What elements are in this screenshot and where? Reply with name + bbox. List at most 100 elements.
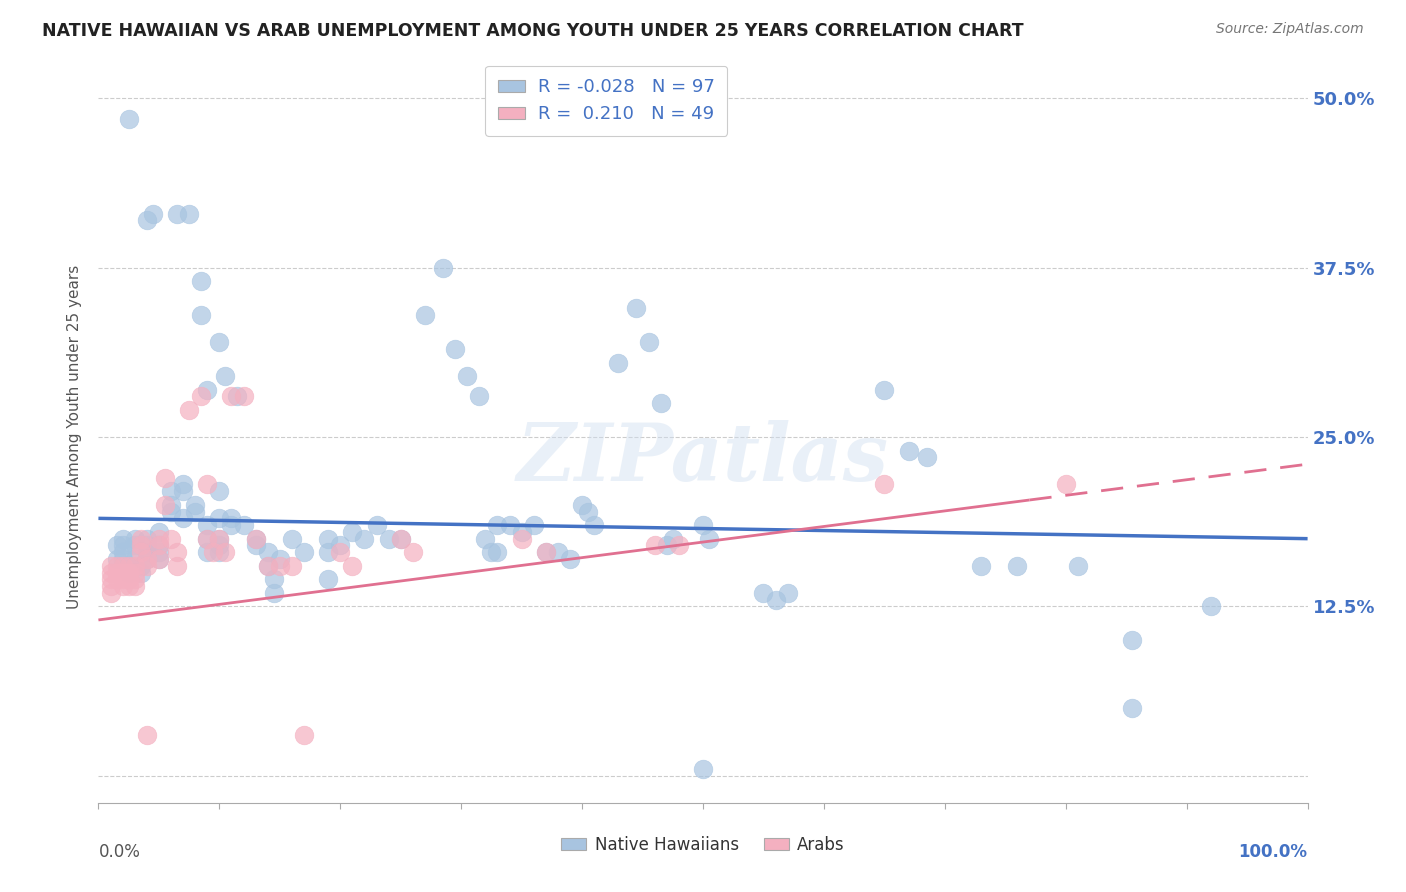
Point xyxy=(195,545,218,559)
Point xyxy=(208,335,231,350)
Point xyxy=(444,342,467,356)
Point xyxy=(129,566,152,580)
Point xyxy=(118,572,141,586)
Point xyxy=(148,524,170,539)
Point xyxy=(148,538,170,552)
Point xyxy=(316,532,339,546)
Point xyxy=(190,389,212,403)
Point xyxy=(111,566,134,580)
Point xyxy=(256,558,278,573)
Point xyxy=(124,566,146,580)
Point xyxy=(129,532,152,546)
Point xyxy=(135,538,157,552)
Point xyxy=(208,532,231,546)
Point xyxy=(160,505,183,519)
Point xyxy=(148,552,170,566)
Point xyxy=(1007,558,1029,573)
Point xyxy=(256,545,278,559)
Point xyxy=(129,538,152,552)
Text: NATIVE HAWAIIAN VS ARAB UNEMPLOYMENT AMONG YOUTH UNDER 25 YEARS CORRELATION CHAR: NATIVE HAWAIIAN VS ARAB UNEMPLOYMENT AMO… xyxy=(42,22,1024,40)
Point xyxy=(166,206,188,220)
Point xyxy=(456,369,478,384)
Point xyxy=(148,552,170,566)
Point xyxy=(179,403,201,417)
Point xyxy=(184,498,207,512)
Point xyxy=(135,552,157,566)
Point xyxy=(661,532,683,546)
Point xyxy=(100,572,122,586)
Text: 100.0%: 100.0% xyxy=(1239,843,1308,861)
Point xyxy=(124,572,146,586)
Point xyxy=(637,335,659,350)
Text: Source: ZipAtlas.com: Source: ZipAtlas.com xyxy=(1216,22,1364,37)
Point xyxy=(221,511,243,525)
Point xyxy=(576,505,599,519)
Point xyxy=(626,301,648,316)
Point xyxy=(118,558,141,573)
Point xyxy=(292,728,315,742)
Point xyxy=(142,206,165,220)
Point xyxy=(245,538,267,552)
Point xyxy=(232,389,254,403)
Point xyxy=(316,545,339,559)
Point xyxy=(486,545,509,559)
Point xyxy=(413,308,436,322)
Point xyxy=(195,518,218,533)
Point xyxy=(111,552,134,566)
Point xyxy=(534,545,557,559)
Point xyxy=(873,383,896,397)
Point xyxy=(226,389,249,403)
Point xyxy=(105,558,128,573)
Text: 0.0%: 0.0% xyxy=(98,843,141,861)
Point xyxy=(111,532,134,546)
Point xyxy=(232,518,254,533)
Point xyxy=(970,558,993,573)
Point xyxy=(214,545,236,559)
Point xyxy=(124,579,146,593)
Point xyxy=(481,545,503,559)
Point xyxy=(135,552,157,566)
Point xyxy=(208,545,231,559)
Point xyxy=(100,566,122,580)
Point xyxy=(135,545,157,559)
Point xyxy=(160,498,183,512)
Point xyxy=(111,538,134,552)
Point xyxy=(135,558,157,573)
Point xyxy=(166,545,188,559)
Point xyxy=(281,558,304,573)
Point xyxy=(915,450,938,465)
Point xyxy=(1121,633,1143,648)
Point xyxy=(897,443,920,458)
Point xyxy=(571,498,593,512)
Point xyxy=(281,532,304,546)
Point xyxy=(697,532,720,546)
Point xyxy=(523,518,546,533)
Point xyxy=(202,545,225,559)
Point xyxy=(148,538,170,552)
Point xyxy=(245,532,267,546)
Point xyxy=(118,558,141,573)
Point xyxy=(263,586,285,600)
Point xyxy=(111,545,134,559)
Point xyxy=(118,112,141,126)
Point xyxy=(208,511,231,525)
Point xyxy=(124,552,146,566)
Point xyxy=(160,532,183,546)
Point xyxy=(1067,558,1090,573)
Point xyxy=(668,538,690,552)
Point xyxy=(148,545,170,559)
Point xyxy=(124,558,146,573)
Point xyxy=(329,538,352,552)
Point xyxy=(111,558,134,573)
Point xyxy=(118,566,141,580)
Point xyxy=(190,274,212,288)
Point xyxy=(329,545,352,559)
Point xyxy=(644,538,666,552)
Point xyxy=(353,532,375,546)
Point xyxy=(1199,599,1222,614)
Point xyxy=(208,484,231,499)
Point xyxy=(118,579,141,593)
Point xyxy=(135,728,157,742)
Point xyxy=(607,355,630,369)
Point xyxy=(135,532,157,546)
